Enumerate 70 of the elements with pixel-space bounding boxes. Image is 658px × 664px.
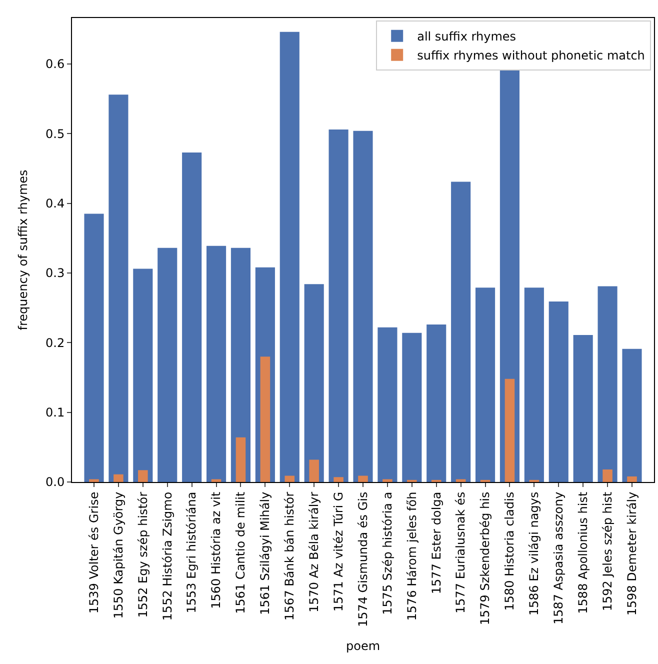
bar xyxy=(84,214,104,482)
x-tick-label: 1567 Bánk bán histór xyxy=(282,492,297,621)
bar xyxy=(304,284,324,482)
bar xyxy=(426,324,446,482)
y-tick-label: 0.4 xyxy=(46,196,65,211)
bar xyxy=(524,288,544,482)
x-tick-label: 1550 Kapitán György xyxy=(111,492,126,619)
x-tick-label: 1577 Ester dolga xyxy=(429,492,444,594)
y-tick-label: 0.3 xyxy=(46,266,65,280)
bar xyxy=(451,182,471,482)
bar xyxy=(475,288,496,482)
x-tick-label: 1571 Az vitéz Túri G xyxy=(331,492,346,612)
x-tick-label: 1552 História Zsigmo xyxy=(160,492,174,621)
y-tick-label: 0.2 xyxy=(46,336,65,350)
x-tick-label: 1539 Volter és Grise xyxy=(86,492,101,614)
bar xyxy=(309,460,319,482)
bar xyxy=(133,268,153,482)
bar xyxy=(138,470,148,482)
bar xyxy=(504,378,515,482)
x-tick-label: 1561 Szilágyi Mihály xyxy=(258,492,272,616)
bar xyxy=(211,479,222,482)
bar xyxy=(602,469,612,482)
y-axis-title: frequency of suffix rhymes xyxy=(16,170,30,330)
x-tick-label: 1577 Eurialusnak és xyxy=(454,492,468,614)
x-tick-label: 1587 Aspasia asszony xyxy=(552,492,566,625)
y-tick-label: 0.6 xyxy=(46,57,65,72)
bar xyxy=(622,348,642,482)
bar xyxy=(230,248,251,482)
bar xyxy=(260,356,270,482)
y-tick-label: 0.1 xyxy=(46,406,65,420)
bar xyxy=(158,248,178,482)
bar xyxy=(280,32,300,482)
y-tick-label: 0.5 xyxy=(46,126,65,141)
bar xyxy=(456,479,466,482)
x-tick-label: 1592 Jeles szép hist xyxy=(600,492,614,612)
bar xyxy=(573,335,593,482)
bar xyxy=(598,286,618,482)
bar xyxy=(328,129,348,482)
bar xyxy=(182,152,202,482)
x-tick-label: 1570 Az Béla királyr xyxy=(306,492,321,613)
x-tick-label: 1552 Egy szép histór xyxy=(136,492,150,618)
bar xyxy=(382,479,392,482)
bar xyxy=(627,476,637,482)
x-tick-label: 1580 Historia cladis xyxy=(502,492,517,611)
bar xyxy=(284,476,295,482)
legend-label: suffix rhymes without phonetic match xyxy=(417,48,645,62)
bar xyxy=(108,94,128,482)
bar xyxy=(89,479,99,482)
y-tick-label: 0.0 xyxy=(46,475,65,490)
x-tick-label: 1579 Szkenderbég his xyxy=(478,492,492,626)
bar xyxy=(402,332,422,482)
bar xyxy=(114,474,124,482)
bar xyxy=(334,477,344,482)
bar xyxy=(353,130,373,482)
x-tick-label: 1575 Szép história a xyxy=(380,492,394,615)
x-tick-label: 1576 Három jeles főh xyxy=(404,492,419,621)
x-tick-label: 1588 Apollonius hist xyxy=(576,492,590,614)
x-tick-label: 1553 Egri históriána xyxy=(184,492,199,614)
x-tick-label: 1574 Gismunda és Gis xyxy=(356,492,370,628)
bar xyxy=(378,327,398,482)
bar xyxy=(206,246,226,482)
legend-label: all suffix rhymes xyxy=(417,30,516,44)
bar xyxy=(548,302,568,482)
bar xyxy=(358,476,368,482)
x-tick-label: 1598 Demeter király xyxy=(624,492,639,616)
x-axis-title: poem xyxy=(346,638,380,653)
x-tick-label: 1586 Ez világi nagys xyxy=(527,492,542,616)
bar xyxy=(236,437,246,482)
x-tick-label: 1561 Cantio de milit xyxy=(234,492,248,614)
x-tick-label: 1560 História az vit xyxy=(209,492,224,609)
